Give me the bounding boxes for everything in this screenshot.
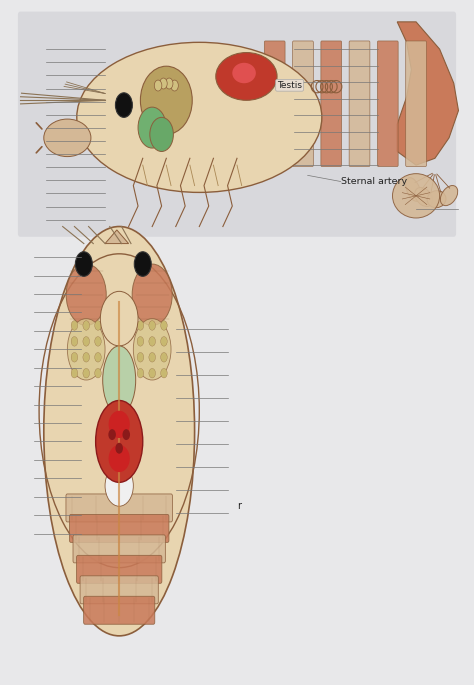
FancyArrowPatch shape <box>36 147 42 153</box>
Circle shape <box>160 78 167 89</box>
Ellipse shape <box>109 445 130 472</box>
FancyBboxPatch shape <box>80 576 158 603</box>
FancyBboxPatch shape <box>377 41 398 166</box>
Ellipse shape <box>440 186 458 206</box>
Ellipse shape <box>415 188 433 206</box>
FancyBboxPatch shape <box>321 41 342 166</box>
Circle shape <box>161 321 167 330</box>
Circle shape <box>155 80 162 91</box>
Circle shape <box>71 353 78 362</box>
Circle shape <box>71 336 78 346</box>
Ellipse shape <box>406 177 421 201</box>
FancyBboxPatch shape <box>349 41 370 166</box>
FancyArrowPatch shape <box>36 123 42 129</box>
FancyBboxPatch shape <box>18 12 456 237</box>
Circle shape <box>137 369 144 378</box>
Circle shape <box>71 321 78 330</box>
Ellipse shape <box>427 190 446 208</box>
FancyBboxPatch shape <box>76 556 162 584</box>
Circle shape <box>161 353 167 362</box>
FancyBboxPatch shape <box>292 41 313 166</box>
FancyArrowPatch shape <box>431 175 434 192</box>
Circle shape <box>71 369 78 378</box>
Circle shape <box>95 369 101 378</box>
Circle shape <box>83 336 90 346</box>
Ellipse shape <box>140 66 192 134</box>
Circle shape <box>83 353 90 362</box>
Circle shape <box>83 321 90 330</box>
Polygon shape <box>397 22 458 165</box>
Ellipse shape <box>77 42 322 192</box>
FancyBboxPatch shape <box>264 41 285 166</box>
Circle shape <box>149 353 155 362</box>
FancyArrowPatch shape <box>422 174 433 189</box>
Ellipse shape <box>100 56 308 172</box>
Circle shape <box>83 369 90 378</box>
Circle shape <box>95 321 101 330</box>
Ellipse shape <box>132 264 172 325</box>
Ellipse shape <box>133 319 171 380</box>
Ellipse shape <box>44 227 195 636</box>
Circle shape <box>95 336 101 346</box>
FancyArrowPatch shape <box>415 173 432 183</box>
Ellipse shape <box>232 63 256 84</box>
Ellipse shape <box>96 401 143 482</box>
Circle shape <box>149 321 155 330</box>
Ellipse shape <box>103 346 136 414</box>
Text: r: r <box>237 501 241 511</box>
Circle shape <box>137 321 144 330</box>
Polygon shape <box>105 230 128 244</box>
Circle shape <box>95 353 101 362</box>
Ellipse shape <box>44 119 91 157</box>
FancyArrowPatch shape <box>437 174 450 188</box>
Circle shape <box>161 336 167 346</box>
Ellipse shape <box>138 107 166 148</box>
Circle shape <box>137 353 144 362</box>
Circle shape <box>134 252 151 276</box>
FancyBboxPatch shape <box>73 535 165 563</box>
Circle shape <box>165 78 173 89</box>
Text: Sternal artery: Sternal artery <box>341 177 407 186</box>
FancyBboxPatch shape <box>66 494 173 522</box>
Ellipse shape <box>105 465 133 506</box>
Text: Testis: Testis <box>277 81 302 90</box>
FancyBboxPatch shape <box>70 514 169 543</box>
Circle shape <box>75 252 92 276</box>
Ellipse shape <box>216 53 277 100</box>
Circle shape <box>137 336 144 346</box>
FancyBboxPatch shape <box>406 41 427 166</box>
FancyBboxPatch shape <box>83 596 155 624</box>
Circle shape <box>109 429 116 440</box>
Ellipse shape <box>67 319 105 380</box>
Circle shape <box>149 369 155 378</box>
Ellipse shape <box>392 174 439 218</box>
FancyArrowPatch shape <box>436 175 441 192</box>
Circle shape <box>116 92 132 117</box>
Circle shape <box>122 429 130 440</box>
Ellipse shape <box>150 117 173 151</box>
Circle shape <box>116 443 123 453</box>
Circle shape <box>149 336 155 346</box>
Ellipse shape <box>66 264 106 325</box>
Circle shape <box>171 80 178 91</box>
Circle shape <box>161 369 167 378</box>
Ellipse shape <box>109 411 130 438</box>
Ellipse shape <box>100 291 138 346</box>
